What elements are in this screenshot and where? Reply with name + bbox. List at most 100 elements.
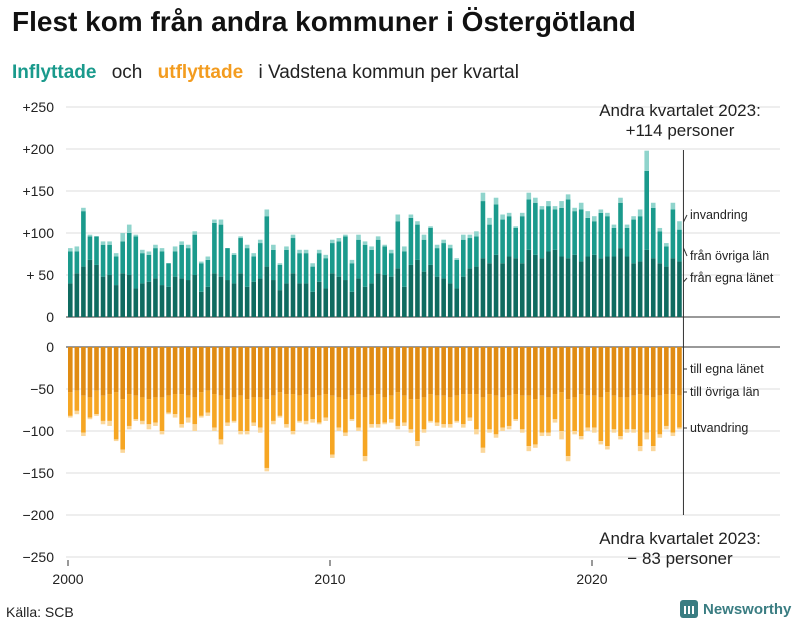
outflow-bar-utvandring: [356, 427, 361, 431]
outflow-bar-egna-lanet: [225, 347, 230, 400]
outflow-bar-utvandring: [421, 429, 427, 433]
inflow-bar-invandring: [572, 207, 577, 212]
outflow-bar-egna-lanet: [74, 347, 80, 391]
outflow-bar-egna-lanet: [552, 347, 558, 395]
inflow-bar-egna-lanet: [546, 251, 551, 317]
inflow-bar-invandring: [395, 214, 401, 222]
inflow-bar-ovriga-lan: [526, 199, 532, 250]
inflow-bar-ovriga-lan: [480, 201, 486, 259]
inflow-bar-invandring: [231, 253, 237, 255]
inflow-bar-ovriga-lan: [271, 249, 276, 281]
outflow-bar-egna-lanet: [546, 347, 551, 398]
outflow-bar-utvandring: [87, 417, 93, 420]
x-tick-label: 2020: [576, 571, 607, 587]
outflow-bar-utvandring: [388, 419, 394, 423]
inflow-bar-ovriga-lan: [343, 236, 348, 281]
inflow-bar-invandring: [146, 251, 152, 255]
inflow-bar-egna-lanet: [120, 273, 125, 317]
inflow-bar-egna-lanet: [388, 276, 394, 317]
last-quarter-outflow-label: Andra kvartalet 2023:: [599, 529, 761, 548]
outflow-bar-ovriga-lan: [519, 395, 525, 430]
inflow-bar-ovriga-lan: [369, 249, 374, 284]
y-tick-label-top: +250: [22, 99, 54, 115]
outflow-bar-egna-lanet: [120, 347, 125, 400]
inflow-bar-ovriga-lan: [631, 219, 636, 264]
outflow-bar-egna-lanet: [297, 347, 302, 396]
inflow-bar-invandring: [251, 253, 256, 257]
inflow-bar-invandring: [264, 209, 270, 217]
outflow-bar-ovriga-lan: [533, 399, 538, 445]
inflow-bar-ovriga-lan: [238, 238, 243, 274]
inflow-bar-ovriga-lan: [415, 224, 420, 260]
inflow-bar-egna-lanet: [264, 266, 270, 317]
inflow-bar-egna-lanet: [598, 258, 604, 317]
inflow-bar-egna-lanet: [238, 273, 243, 317]
inflow-bar-invandring: [133, 234, 139, 237]
outflow-bar-utvandring: [185, 417, 191, 423]
series-leader: [683, 277, 688, 283]
outflow-bar-egna-lanet: [362, 347, 368, 398]
inflow-bar-ovriga-lan: [172, 251, 178, 277]
outflow-bar-utvandring: [349, 419, 355, 421]
inflow-bar-egna-lanet: [153, 278, 158, 317]
inflow-bar-invandring: [310, 263, 315, 267]
inflow-bar-invandring: [441, 239, 446, 244]
inflow-bar-ovriga-lan: [408, 217, 414, 265]
inflow-bar-egna-lanet: [650, 258, 656, 317]
outflow-bar-utvandring: [238, 431, 243, 435]
outflow-bar-ovriga-lan: [113, 392, 119, 440]
outflow-bar-egna-lanet: [480, 347, 486, 398]
inflow-bar-invandring: [506, 212, 512, 217]
outflow-bar-utvandring: [257, 427, 263, 433]
inflow-bar-ovriga-lan: [107, 244, 112, 275]
inflow-bar-egna-lanet: [257, 278, 263, 317]
outflow-bar-utvandring: [650, 446, 656, 452]
outflow-bar-ovriga-lan: [375, 394, 381, 425]
brand-logo: Newsworthy: [680, 600, 791, 618]
outflow-bar-ovriga-lan: [382, 397, 387, 423]
outflow-bar-utvandring: [375, 424, 381, 428]
inflow-bar-egna-lanet: [81, 266, 86, 317]
inflow-bar-egna-lanet: [251, 281, 256, 317]
inflow-bar-egna-lanet: [166, 286, 171, 317]
outflow-bar-utvandring: [402, 422, 407, 426]
inflow-bar-invandring: [388, 249, 394, 254]
inflow-bar-ovriga-lan: [310, 266, 315, 292]
outflow-bar-utvandring: [585, 427, 591, 431]
outflow-bar-utvandring: [323, 417, 329, 421]
inflow-bar-egna-lanet: [362, 286, 368, 317]
outflow-bar-ovriga-lan: [428, 394, 433, 421]
outflow-bar-ovriga-lan: [68, 392, 73, 416]
y-tick-label-bottom: 0: [46, 339, 54, 355]
inflow-bar-egna-lanet: [493, 254, 499, 317]
inflow-bar-invandring: [631, 216, 636, 220]
inflow-bar-egna-lanet: [402, 286, 407, 317]
outflow-bar-ovriga-lan: [166, 395, 171, 413]
inflow-bar-invandring: [257, 239, 263, 244]
outflow-bar-egna-lanet: [153, 347, 158, 398]
outflow-bar-ovriga-lan: [107, 394, 112, 421]
inflow-bar-egna-lanet: [428, 264, 433, 317]
outflow-bar-ovriga-lan: [323, 394, 329, 418]
outflow-bar-ovriga-lan: [454, 395, 460, 421]
outflow-bar-egna-lanet: [238, 347, 243, 396]
inflow-bar-invandring: [140, 249, 145, 254]
outflow-legend-label: utflyttade: [157, 62, 244, 83]
inflow-bar-ovriga-lan: [592, 221, 597, 255]
inflow-bar-egna-lanet: [447, 283, 453, 317]
inflow-bar-invandring: [369, 246, 374, 250]
outflow-bar-utvandring: [343, 432, 348, 437]
outflow-bar-egna-lanet: [533, 347, 538, 400]
inflow-series-label: från övriga län: [690, 249, 769, 263]
inflow-bar-ovriga-lan: [474, 236, 479, 267]
outflow-bar-egna-lanet: [434, 347, 440, 396]
inflow-bar-invandring: [434, 244, 440, 249]
outflow-bar-utvandring: [533, 444, 538, 448]
inflow-bar-ovriga-lan: [330, 243, 335, 274]
outflow-bar-egna-lanet: [415, 347, 420, 400]
outflow-bar-egna-lanet: [592, 347, 597, 396]
outflow-bar-egna-lanet: [467, 347, 473, 395]
outflow-bar-utvandring: [205, 412, 211, 416]
inflow-bar-invandring: [336, 238, 342, 242]
